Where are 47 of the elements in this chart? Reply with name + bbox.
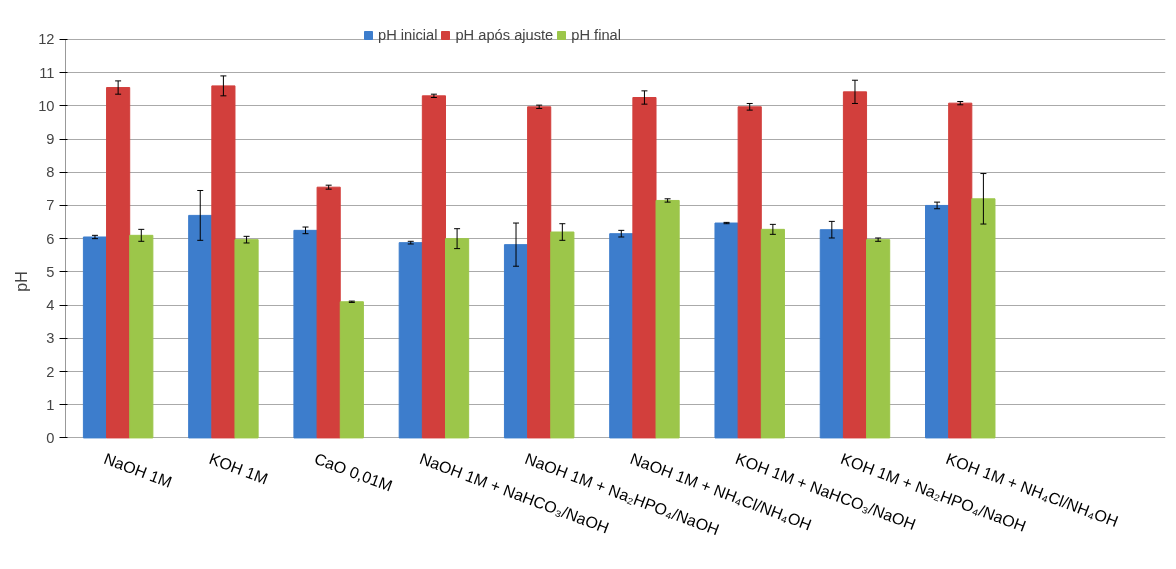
x-tick-label: KOH 1M <box>206 449 271 488</box>
y-tick-label: 5 <box>46 263 55 280</box>
bar <box>188 214 213 439</box>
bar <box>339 301 364 439</box>
y-tick-label: 3 <box>46 330 55 347</box>
bar <box>655 199 680 439</box>
bar <box>760 228 785 439</box>
bar <box>971 198 996 439</box>
bar <box>714 222 739 439</box>
bar <box>211 85 236 439</box>
bar <box>106 87 131 439</box>
bar <box>527 106 552 439</box>
y-tick-label: 10 <box>38 97 55 114</box>
x-tick-label: CaO 0,01M <box>312 449 395 495</box>
y-tick-label: 7 <box>46 197 55 214</box>
legend-label: pH inicial <box>378 27 438 43</box>
y-tick-label: 4 <box>46 297 55 314</box>
bar <box>398 242 423 439</box>
bar <box>503 244 529 439</box>
bar <box>316 186 341 439</box>
bar <box>129 234 154 439</box>
y-tick-label: 6 <box>46 230 55 247</box>
y-tick-label: 2 <box>46 363 55 380</box>
bar <box>421 95 446 439</box>
legend-label: pH após ajuste <box>455 27 554 43</box>
bar <box>82 236 108 439</box>
y-tick-label: 11 <box>39 64 55 81</box>
y-tick-label: 8 <box>46 164 55 181</box>
bar <box>293 229 318 439</box>
bar <box>632 97 657 439</box>
bar <box>948 102 973 439</box>
legend-label: pH final <box>571 27 621 43</box>
bar <box>445 238 470 439</box>
bar <box>234 239 259 439</box>
y-tick-label: 12 <box>38 31 55 48</box>
y-tick-label: 9 <box>46 131 55 148</box>
bar <box>842 91 868 439</box>
y-axis-title: pH <box>13 271 31 292</box>
bar <box>866 239 891 439</box>
bar <box>925 204 950 439</box>
bar <box>609 233 634 439</box>
bar <box>819 229 844 439</box>
y-tick-label: 0 <box>46 429 55 446</box>
x-tick-label: NaOH 1M <box>101 449 175 491</box>
y-tick-label: 1 <box>46 396 55 413</box>
bar <box>737 106 762 439</box>
bar <box>550 231 575 439</box>
